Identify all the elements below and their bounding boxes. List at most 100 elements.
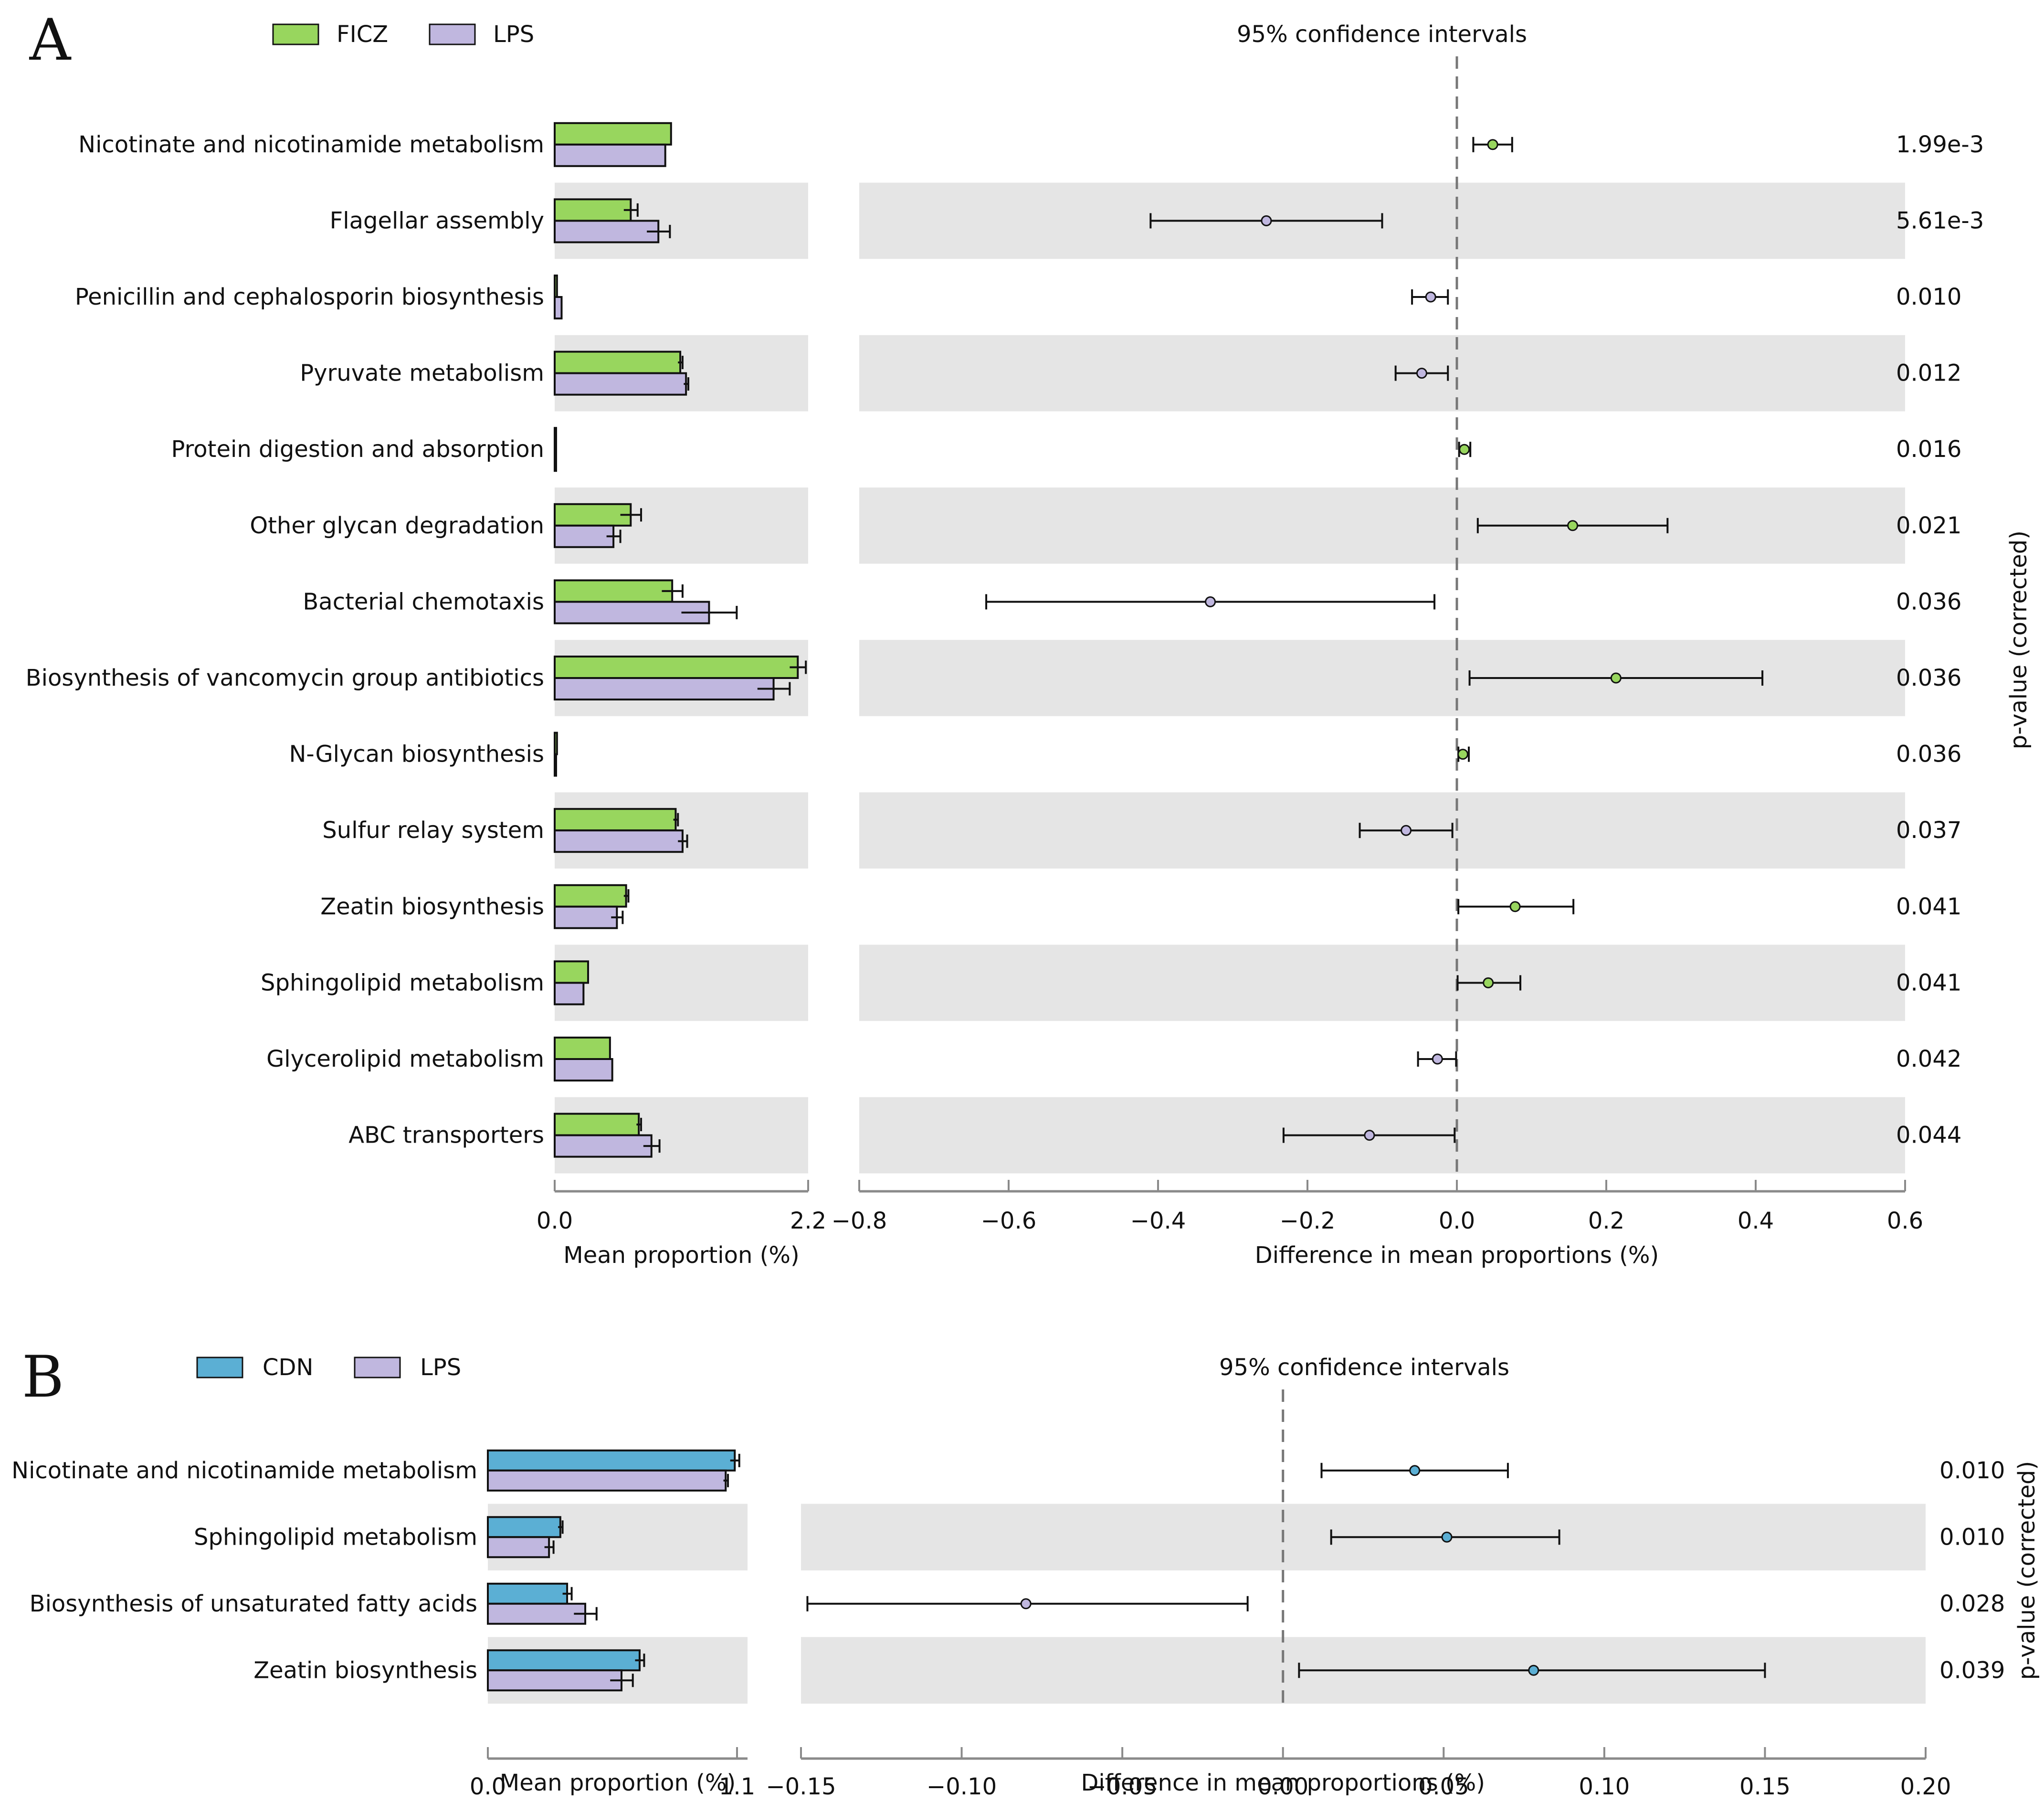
legend-label: FICZ — [337, 21, 388, 48]
ci-point — [1401, 825, 1412, 836]
bar-lps — [487, 1536, 550, 1558]
ci-point — [1416, 368, 1427, 379]
row-label: Protein digestion and absorption — [171, 436, 545, 463]
ci-point — [1483, 977, 1494, 988]
ci-point — [1457, 749, 1469, 760]
panel-b: B CDN LPS 95% confidence intervals Nicotinat… — [11, 1344, 2040, 1800]
p-value: 0.037 — [1896, 817, 1961, 844]
p-value: 1.99e-3 — [1896, 131, 1984, 158]
bar-ficz — [554, 731, 558, 755]
bar-lps — [554, 372, 687, 396]
bar-ficz — [554, 1037, 611, 1060]
p-value: 0.016 — [1896, 436, 1961, 463]
row-label: Flagellar assembly — [330, 207, 544, 234]
row-label: Bacterial chemotaxis — [303, 588, 544, 615]
p-value: 0.028 — [1939, 1590, 2005, 1617]
row-label: ABC transporters — [348, 1122, 544, 1149]
ci-point — [1567, 520, 1579, 531]
bar-ficz — [554, 503, 632, 527]
p-value: 0.036 — [1896, 665, 1961, 691]
p-value: 0.010 — [1939, 1524, 2005, 1550]
right-x-label: Difference in mean proportions (%) — [1081, 1770, 1485, 1796]
right-tick-label: −0.05 — [1087, 1773, 1158, 1800]
p-value-axis-title: p-value (corrected) — [2005, 530, 2032, 749]
ci-point — [1487, 139, 1498, 150]
row-label: Sphingolipid metabolism — [261, 969, 544, 996]
bar-lps — [554, 905, 618, 929]
left-x-label: Mean proportion (%) — [500, 1770, 736, 1796]
legend-swatch — [429, 23, 476, 45]
bar-lps — [554, 829, 684, 853]
row-label: Nicotinate and nicotinamide metabolism — [78, 131, 544, 158]
p-value-axis-title: p-value (corrected) — [2013, 1461, 2040, 1680]
row-label: Pyruvate metabolism — [300, 360, 544, 387]
p-value: 0.036 — [1896, 588, 1961, 615]
row-label: Biosynthesis of unsaturated fatty acids — [30, 1590, 477, 1617]
p-value: 5.61e-3 — [1896, 207, 1984, 234]
ci-point — [1425, 291, 1436, 303]
left-tick-label: 2.2 — [790, 1208, 826, 1234]
bar-lps — [554, 448, 557, 472]
row-shade-right — [859, 335, 1905, 412]
bar-lps — [554, 220, 660, 244]
right-tick-label: 0.0 — [1439, 1208, 1475, 1234]
row-shade-right — [859, 488, 1905, 564]
bar-lps — [554, 143, 666, 167]
row-label: Other glycan degradation — [250, 512, 544, 539]
ci-point — [1441, 1531, 1453, 1543]
bar-cdn — [487, 1449, 736, 1472]
legend-swatch — [272, 23, 319, 45]
right-tick-label: −0.8 — [832, 1208, 887, 1234]
bar-lps — [554, 677, 775, 700]
ci-point — [1205, 596, 1216, 607]
bar-ficz — [554, 656, 799, 679]
legend-swatch — [196, 1357, 243, 1378]
p-value: 0.042 — [1896, 1046, 1961, 1072]
row-label: Nicotinate and nicotinamide metabolism — [11, 1457, 477, 1484]
bar-ficz — [554, 579, 674, 603]
p-value: 0.044 — [1896, 1122, 1961, 1149]
bar-lps — [487, 1669, 622, 1692]
p-value: 0.012 — [1896, 360, 1961, 387]
legend-label: CDN — [263, 1354, 313, 1381]
panel-a: A FICZ LPS 95% confidence intervals Nicotina… — [26, 7, 2032, 1269]
ci-point — [1261, 215, 1272, 226]
bar-cdn — [487, 1582, 569, 1605]
bar-lps — [554, 982, 585, 1006]
bar-ficz — [554, 275, 558, 298]
bar-ficz — [554, 884, 627, 908]
right-x-label: Difference in mean proportions (%) — [1255, 1242, 1659, 1269]
bar-lps — [487, 1469, 727, 1492]
ci-point — [1020, 1598, 1032, 1610]
right-tick-label: 0.4 — [1738, 1208, 1774, 1234]
ci-point — [1409, 1465, 1421, 1476]
right-tick-label: −0.15 — [766, 1773, 836, 1800]
ci-point — [1509, 901, 1521, 912]
left-tick-label: 0.0 — [537, 1208, 573, 1234]
row-label: Sphingolipid metabolism — [194, 1524, 477, 1550]
panel-letter: B — [22, 1344, 64, 1410]
left-tick-label: 1.1 — [719, 1773, 755, 1800]
right-tick-label: 0.6 — [1887, 1208, 1923, 1234]
bar-ficz — [554, 808, 677, 832]
ci-title: 95% confidence intervals — [1237, 21, 1527, 48]
right-tick-label: 0.20 — [1900, 1773, 1951, 1800]
ci-title: 95% confidence intervals — [1219, 1354, 1509, 1381]
p-value: 0.041 — [1896, 969, 1961, 996]
row-label: Glycerolipid metabolism — [266, 1046, 544, 1072]
legend-label: LPS — [493, 21, 534, 48]
ci-point — [1610, 672, 1622, 684]
p-value: 0.039 — [1939, 1657, 2005, 1684]
bar-ficz — [554, 427, 557, 451]
p-value: 0.021 — [1896, 512, 1961, 539]
bar-lps — [554, 524, 615, 548]
p-value: 0.010 — [1896, 284, 1961, 310]
ci-point — [1432, 1053, 1443, 1065]
row-label: Sulfur relay system — [322, 817, 544, 844]
row-label: Biosynthesis of vancomycin group antibio… — [26, 665, 544, 691]
row-shade-right — [859, 944, 1905, 1021]
bar-lps — [554, 296, 563, 319]
ci-point — [1528, 1664, 1539, 1676]
row-label: Zeatin biosynthesis — [320, 893, 544, 920]
